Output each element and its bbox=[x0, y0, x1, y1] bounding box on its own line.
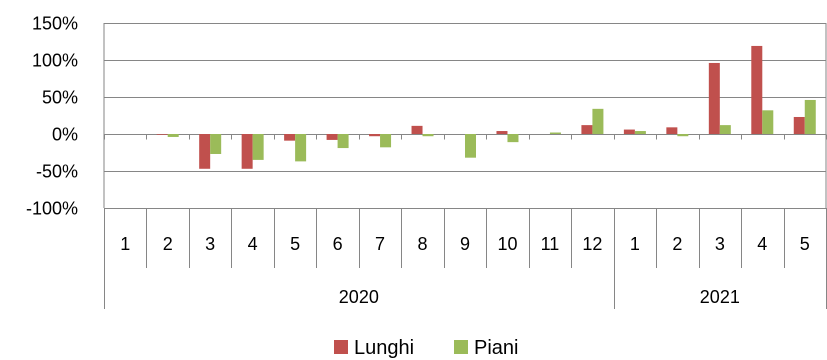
x-tick-label: 9 bbox=[460, 234, 470, 254]
x-tick-label: 5 bbox=[290, 234, 300, 254]
x-tick-label: 4 bbox=[757, 234, 767, 254]
legend-label-piani: Piani bbox=[474, 337, 518, 359]
x-tick-label: 3 bbox=[205, 234, 215, 254]
bar-piani bbox=[465, 134, 476, 158]
y-tick-label: 100% bbox=[32, 51, 78, 71]
x-tick-label: 5 bbox=[800, 234, 810, 254]
bar-piani bbox=[422, 134, 434, 137]
bar-piani bbox=[167, 134, 179, 137]
bar-piani bbox=[337, 134, 349, 149]
bar-lunghi bbox=[284, 134, 296, 141]
bar-lunghi bbox=[666, 127, 678, 134]
x-tick-label: 1 bbox=[630, 234, 640, 254]
y-tick-label: -100% bbox=[26, 199, 78, 219]
x-tick-label: 8 bbox=[418, 234, 428, 254]
bar-lunghi bbox=[156, 134, 168, 135]
x-tick-label: 10 bbox=[497, 234, 517, 254]
y-tick-label: -50% bbox=[36, 162, 78, 182]
legend-swatch-lunghi bbox=[334, 340, 348, 354]
bar-piani bbox=[295, 134, 307, 162]
bar-piani bbox=[507, 134, 519, 143]
bar-lunghi bbox=[326, 134, 338, 140]
x-tick-label: 3 bbox=[715, 234, 725, 254]
x-tick-label: 2 bbox=[672, 234, 682, 254]
x-group-label: 2020 bbox=[339, 287, 379, 307]
y-tick-label: 0% bbox=[52, 125, 78, 145]
bar-lunghi bbox=[793, 116, 805, 134]
bar-lunghi bbox=[369, 134, 381, 137]
bar-lunghi bbox=[581, 125, 593, 134]
x-tick-label: 7 bbox=[375, 234, 385, 254]
legend-swatch-piani bbox=[454, 340, 468, 354]
x-tick-label: 12 bbox=[582, 234, 602, 254]
bar-lunghi bbox=[241, 134, 253, 169]
bar-piani bbox=[762, 110, 774, 134]
x-tick-label: 11 bbox=[541, 234, 560, 254]
bar-piani bbox=[634, 131, 646, 134]
bar-piani bbox=[380, 134, 392, 148]
y-tick-label: 150% bbox=[32, 14, 78, 34]
bar-piani bbox=[592, 108, 604, 134]
y-axis-tick-labels: -100% -50% 0% 50% 100% 150% bbox=[26, 14, 78, 219]
bar-lunghi bbox=[496, 131, 508, 134]
y-tick-label: 50% bbox=[42, 88, 78, 108]
bar-lunghi bbox=[411, 125, 423, 134]
x-tick-label: 2 bbox=[163, 234, 173, 254]
bars bbox=[156, 45, 816, 169]
bar-lunghi bbox=[623, 129, 635, 134]
x-tick-label: 4 bbox=[248, 234, 258, 254]
bar-piani bbox=[252, 134, 264, 160]
x-group-label: 2021 bbox=[700, 287, 740, 307]
bar-piani bbox=[549, 132, 561, 134]
bar-piani bbox=[677, 134, 689, 137]
legend-label-lunghi: Lunghi bbox=[354, 337, 414, 359]
x-tick-label: 6 bbox=[333, 234, 343, 254]
bar-lunghi bbox=[199, 134, 211, 169]
legend: Lunghi Piani bbox=[334, 337, 518, 359]
x-tick-label: 1 bbox=[120, 234, 130, 254]
bar-piani bbox=[719, 125, 731, 134]
bar-lunghi bbox=[751, 45, 763, 134]
bar-piani bbox=[210, 134, 222, 154]
bar-piani bbox=[804, 99, 816, 134]
bar-lunghi bbox=[708, 62, 720, 134]
